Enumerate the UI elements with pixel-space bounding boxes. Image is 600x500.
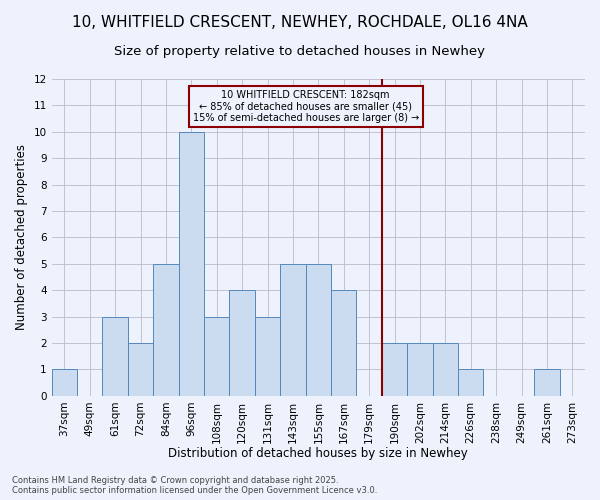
Text: 10, WHITFIELD CRESCENT, NEWHEY, ROCHDALE, OL16 4NA: 10, WHITFIELD CRESCENT, NEWHEY, ROCHDALE… xyxy=(72,15,528,30)
Y-axis label: Number of detached properties: Number of detached properties xyxy=(15,144,28,330)
Text: Size of property relative to detached houses in Newhey: Size of property relative to detached ho… xyxy=(115,45,485,58)
X-axis label: Distribution of detached houses by size in Newhey: Distribution of detached houses by size … xyxy=(169,447,468,460)
Bar xyxy=(128,343,153,396)
Bar xyxy=(382,343,407,396)
Bar xyxy=(103,316,128,396)
Bar xyxy=(534,370,560,396)
Bar xyxy=(153,264,179,396)
Bar xyxy=(204,316,229,396)
Bar xyxy=(458,370,484,396)
Bar xyxy=(331,290,356,396)
Bar xyxy=(407,343,433,396)
Bar xyxy=(433,343,458,396)
Bar xyxy=(255,316,280,396)
Bar xyxy=(229,290,255,396)
Text: 10 WHITFIELD CRESCENT: 182sqm
← 85% of detached houses are smaller (45)
15% of s: 10 WHITFIELD CRESCENT: 182sqm ← 85% of d… xyxy=(193,90,419,123)
Bar xyxy=(305,264,331,396)
Bar xyxy=(52,370,77,396)
Bar xyxy=(179,132,204,396)
Text: Contains HM Land Registry data © Crown copyright and database right 2025.
Contai: Contains HM Land Registry data © Crown c… xyxy=(12,476,377,495)
Bar xyxy=(280,264,305,396)
